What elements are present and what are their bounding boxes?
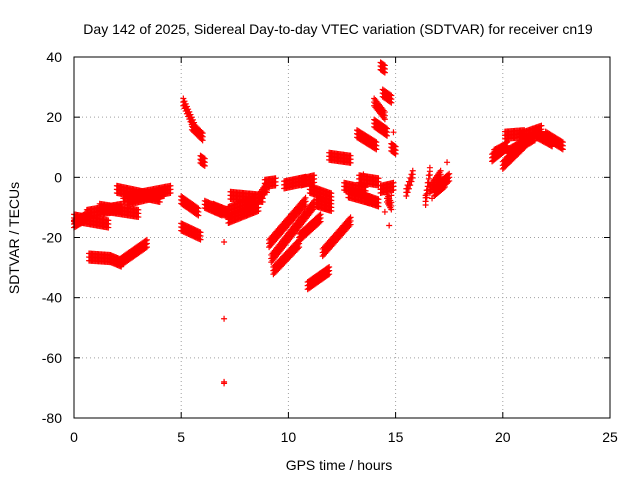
data-point — [135, 214, 142, 221]
data-point — [311, 172, 318, 179]
data-point — [142, 244, 149, 251]
x-axis-label: GPS time / hours — [286, 457, 393, 473]
data-point — [188, 114, 195, 121]
x-tick-label: 15 — [388, 429, 404, 445]
data-point — [255, 208, 262, 215]
data-point — [183, 103, 190, 110]
data-point — [373, 146, 380, 153]
data-point — [317, 211, 324, 218]
data-point — [294, 245, 301, 252]
data-point — [375, 203, 382, 210]
y-tick-label: -20 — [42, 230, 62, 246]
data-point — [328, 190, 335, 197]
data-point — [82, 217, 89, 224]
data-point — [200, 162, 207, 169]
data-point — [198, 128, 205, 135]
data-point — [182, 100, 189, 107]
x-tick-label: 5 — [177, 429, 185, 445]
data-point — [347, 214, 354, 221]
y-tick-label: 20 — [46, 109, 62, 125]
data-point — [161, 192, 168, 199]
data-point — [195, 205, 202, 212]
data-point — [347, 159, 354, 166]
data-point — [317, 218, 324, 225]
x-tick-label: 20 — [495, 429, 511, 445]
data-point — [105, 224, 112, 231]
data-point — [372, 138, 379, 145]
y-axis-label: SDTVAR / TECUs — [6, 182, 22, 294]
data-point — [105, 217, 112, 224]
data-point — [328, 200, 335, 207]
data-point — [194, 211, 201, 218]
data-point — [346, 222, 353, 229]
data-point — [195, 212, 202, 219]
y-tick-label: -40 — [42, 290, 62, 306]
data-point — [167, 182, 174, 189]
data-point — [272, 182, 279, 189]
data-point — [347, 152, 354, 159]
data-point — [272, 175, 279, 182]
data-point — [197, 229, 204, 236]
y-tick-label: 40 — [46, 49, 62, 65]
data-point — [185, 106, 192, 113]
data-point — [328, 208, 335, 215]
data-point — [199, 130, 206, 137]
data-point — [375, 175, 382, 182]
data-point — [324, 264, 331, 271]
data-point — [143, 236, 150, 243]
data-point — [167, 189, 174, 196]
data-point — [347, 221, 354, 228]
data-point — [302, 202, 309, 209]
data-point — [296, 244, 303, 251]
data-point — [375, 196, 382, 203]
data-point — [316, 219, 323, 226]
data-point — [197, 236, 204, 243]
data-point — [143, 244, 150, 251]
data-point — [181, 98, 188, 105]
data-point — [302, 194, 309, 201]
data-point — [180, 95, 187, 102]
data-point — [326, 271, 333, 278]
y-tick-label: 0 — [54, 169, 62, 185]
data-point — [201, 155, 208, 162]
chart-title: Day 142 of 2025, Sidereal Day-to-day VTE… — [83, 21, 593, 37]
data-point — [373, 139, 380, 146]
y-tick-label: -80 — [42, 410, 62, 426]
data-series-sdtvar — [71, 59, 566, 387]
data-point — [186, 108, 193, 115]
data-point — [326, 263, 333, 270]
y-tick-label: -60 — [42, 350, 62, 366]
x-tick-label: 0 — [70, 429, 78, 445]
data-point — [142, 237, 149, 244]
data-point — [194, 204, 201, 211]
x-tick-label: 10 — [281, 429, 297, 445]
data-point — [372, 145, 379, 152]
x-tick-label: 25 — [602, 429, 618, 445]
data-point — [324, 272, 331, 279]
data-point — [161, 185, 168, 192]
data-point — [199, 137, 206, 144]
data-point — [135, 206, 142, 213]
data-point — [187, 111, 194, 118]
data-point — [201, 162, 208, 169]
